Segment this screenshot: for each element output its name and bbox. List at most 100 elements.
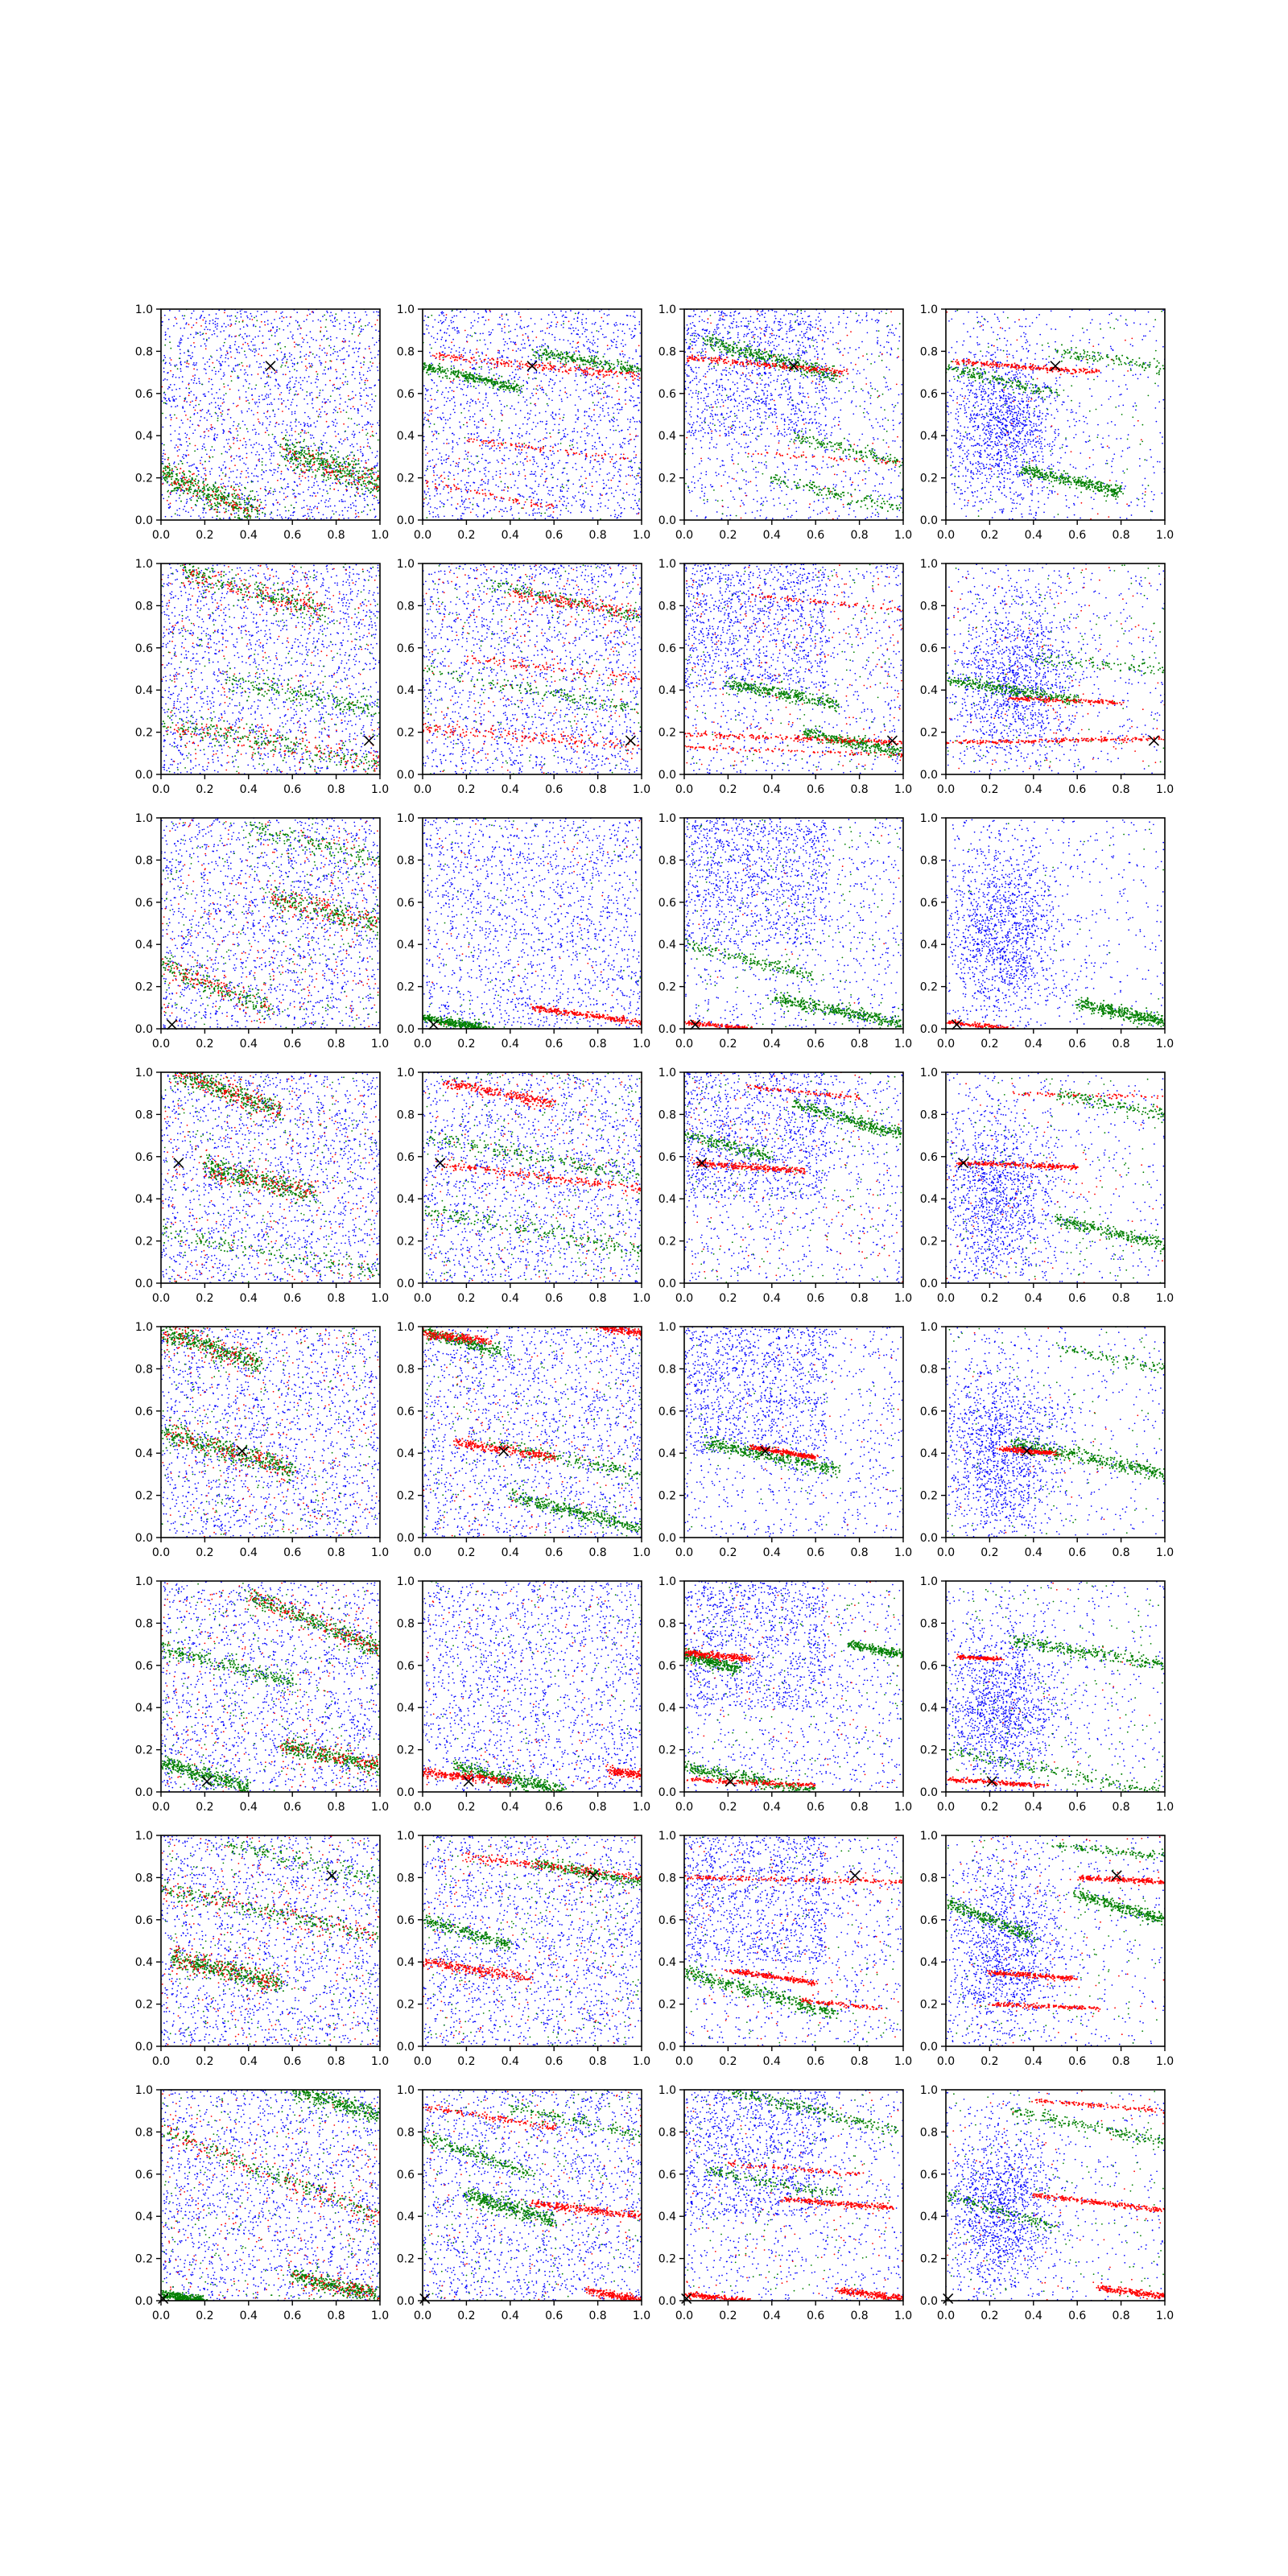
data-point <box>526 423 528 425</box>
data-point <box>198 425 200 427</box>
data-point <box>287 460 289 462</box>
data-point <box>584 428 585 430</box>
data-point <box>319 395 320 397</box>
data-point <box>532 513 534 514</box>
data-point <box>183 470 184 472</box>
data-point <box>360 377 361 378</box>
data-point <box>203 517 204 518</box>
data-point <box>175 493 177 494</box>
data-point <box>453 365 455 367</box>
data-point <box>504 460 506 461</box>
data-point <box>588 393 590 394</box>
data-point <box>477 516 479 518</box>
data-point <box>193 310 195 312</box>
data-point <box>229 504 230 506</box>
data-point <box>369 346 370 348</box>
data-point <box>179 343 180 345</box>
data-point <box>167 465 168 467</box>
data-point <box>217 323 218 324</box>
data-point <box>588 493 589 495</box>
data-point <box>427 465 428 467</box>
data-point <box>191 507 192 509</box>
data-point <box>638 436 639 437</box>
data-point <box>261 355 262 357</box>
data-point <box>234 490 236 492</box>
data-point <box>192 495 194 497</box>
data-point <box>289 323 291 324</box>
data-point <box>603 364 605 365</box>
data-point <box>205 475 207 477</box>
data-point <box>597 330 598 332</box>
data-point <box>353 477 355 478</box>
data-point <box>217 420 219 422</box>
data-point <box>188 465 190 467</box>
data-point <box>266 416 267 418</box>
data-point <box>188 489 190 490</box>
data-point <box>330 368 332 369</box>
data-point <box>480 410 481 411</box>
data-point <box>472 368 473 369</box>
data-point <box>212 362 213 364</box>
data-point <box>164 468 166 469</box>
data-point <box>188 445 189 447</box>
data-point <box>281 446 283 448</box>
data-point <box>351 487 353 489</box>
data-point <box>560 439 562 440</box>
data-point <box>201 384 203 386</box>
data-point <box>322 495 324 497</box>
data-point <box>378 354 379 356</box>
data-point <box>621 331 623 332</box>
data-point <box>448 456 450 457</box>
data-point <box>317 492 319 493</box>
data-point <box>320 464 322 466</box>
data-point <box>342 341 344 342</box>
data-point <box>473 434 475 436</box>
data-point <box>251 509 253 510</box>
data-point <box>187 482 188 484</box>
data-point <box>325 452 327 453</box>
data-point <box>520 461 522 463</box>
data-point <box>622 442 624 444</box>
data-point <box>328 345 330 347</box>
data-point <box>613 324 615 325</box>
data-point <box>333 489 335 490</box>
data-point <box>320 416 322 418</box>
data-point <box>581 451 583 452</box>
data-point <box>239 460 241 461</box>
data-point <box>340 398 341 399</box>
data-point <box>605 451 606 452</box>
data-point <box>600 419 601 421</box>
data-point <box>291 454 292 456</box>
data-point <box>255 434 257 436</box>
data-point <box>474 413 476 415</box>
data-point <box>439 315 440 316</box>
data-point <box>609 473 610 474</box>
data-point <box>299 457 301 459</box>
data-point <box>167 373 168 374</box>
data-point <box>235 502 237 503</box>
data-point <box>192 423 193 425</box>
data-point <box>295 502 297 503</box>
data-point <box>167 473 169 474</box>
data-point <box>330 366 332 368</box>
data-point <box>540 421 542 423</box>
data-point <box>565 428 567 430</box>
data-point <box>163 360 164 361</box>
data-point <box>445 387 447 389</box>
data-point <box>205 449 207 451</box>
data-point <box>294 473 295 474</box>
data-point <box>593 466 595 468</box>
data-point <box>197 470 199 472</box>
data-point <box>169 310 171 312</box>
data-point <box>252 490 254 492</box>
data-point <box>535 481 536 482</box>
data-point <box>450 487 452 489</box>
data-point <box>240 440 242 441</box>
data-point <box>474 320 476 321</box>
data-point <box>556 507 558 509</box>
data-point <box>488 471 489 473</box>
data-point <box>474 469 476 471</box>
data-point <box>180 328 182 329</box>
data-point <box>190 334 192 336</box>
data-point <box>180 444 181 446</box>
